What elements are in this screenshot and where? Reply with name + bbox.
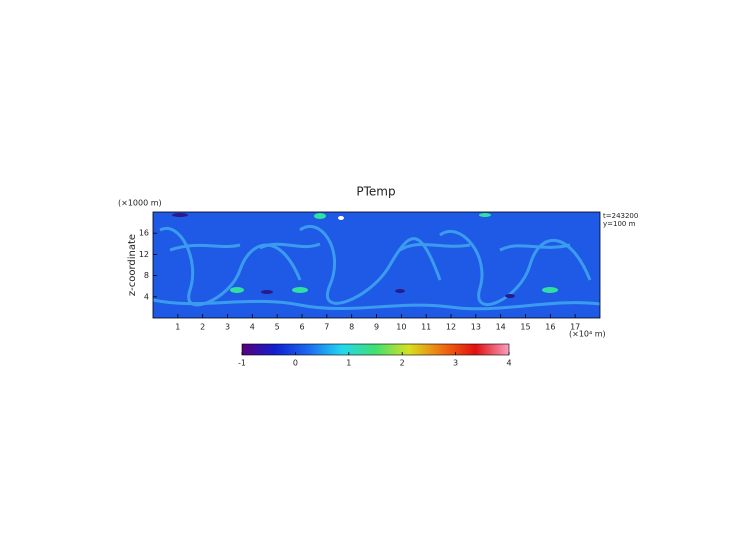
x-tick-label: 6 xyxy=(299,323,304,332)
x-tick-label: 9 xyxy=(374,323,379,332)
colorbar-tick-label: -1 xyxy=(238,359,246,368)
x-tick-label: 7 xyxy=(324,323,329,332)
x-tick-label: 5 xyxy=(275,323,280,332)
y-axis-label: z-coordinate xyxy=(127,234,138,296)
x-tick-label: 1 xyxy=(175,323,180,332)
y-tick-label: 12 xyxy=(139,250,149,259)
x-tick-label: 16 xyxy=(545,323,555,332)
x-tick-label: 13 xyxy=(471,323,481,332)
y-tick-label: 16 xyxy=(139,229,149,238)
colorbar-tick-label: 0 xyxy=(293,359,298,368)
x-tick-label: 2 xyxy=(200,323,205,332)
x-tick-label: 15 xyxy=(520,323,530,332)
chart-title: PTemp xyxy=(356,185,395,199)
colorbar-tick-label: 4 xyxy=(506,359,511,368)
colorbar-tick-label: 1 xyxy=(346,359,351,368)
x-tick-label: 14 xyxy=(496,323,506,332)
x-tick-label: 3 xyxy=(225,323,230,332)
x-unit: (×10⁴ m) xyxy=(569,330,606,339)
field-swirls xyxy=(153,224,600,311)
annotation: t=243200 xyxy=(603,212,638,220)
annotation: y=100 m xyxy=(603,220,636,228)
y-unit: (×1000 m) xyxy=(118,199,162,208)
colorbar xyxy=(241,343,510,356)
x-tick-label: 4 xyxy=(250,323,255,332)
x-tick-label: 10 xyxy=(396,323,406,332)
field-background xyxy=(153,212,600,318)
y-tick-label: 4 xyxy=(144,292,149,301)
field-cold xyxy=(172,213,515,298)
x-tick-label: 17 xyxy=(570,323,580,332)
colorbar-tick-label: 3 xyxy=(453,359,458,368)
field-hot xyxy=(338,216,344,220)
x-tick-label: 11 xyxy=(421,323,431,332)
y-tick-label: 8 xyxy=(144,271,149,280)
colorbar-tick-label: 2 xyxy=(400,359,405,368)
x-tick-label: 8 xyxy=(349,323,354,332)
field xyxy=(153,212,600,318)
x-tick-label: 12 xyxy=(446,323,456,332)
field-blobs xyxy=(230,213,558,293)
